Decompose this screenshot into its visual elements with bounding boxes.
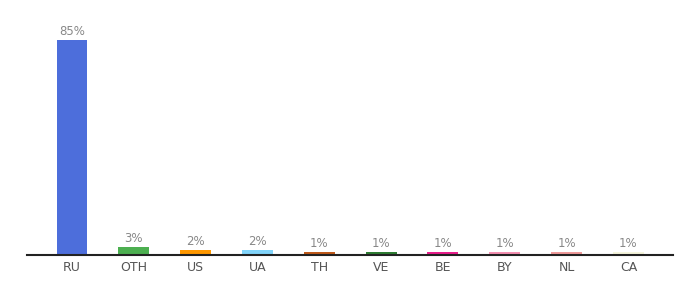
Text: 2%: 2% xyxy=(186,235,205,248)
Bar xyxy=(118,248,150,255)
Text: 1%: 1% xyxy=(310,238,328,250)
Text: 1%: 1% xyxy=(372,238,390,250)
Bar xyxy=(180,250,211,255)
Text: 1%: 1% xyxy=(434,238,452,250)
Text: 1%: 1% xyxy=(496,238,514,250)
Bar xyxy=(56,40,88,255)
Bar xyxy=(490,253,520,255)
Bar xyxy=(366,253,396,255)
Bar xyxy=(428,253,458,255)
Text: 1%: 1% xyxy=(619,238,638,250)
Text: 3%: 3% xyxy=(124,232,143,245)
Text: 85%: 85% xyxy=(59,25,85,38)
Text: 2%: 2% xyxy=(248,235,267,248)
Bar xyxy=(613,253,644,255)
Bar xyxy=(551,253,582,255)
Text: 1%: 1% xyxy=(557,238,576,250)
Bar xyxy=(242,250,273,255)
Bar xyxy=(304,253,335,255)
